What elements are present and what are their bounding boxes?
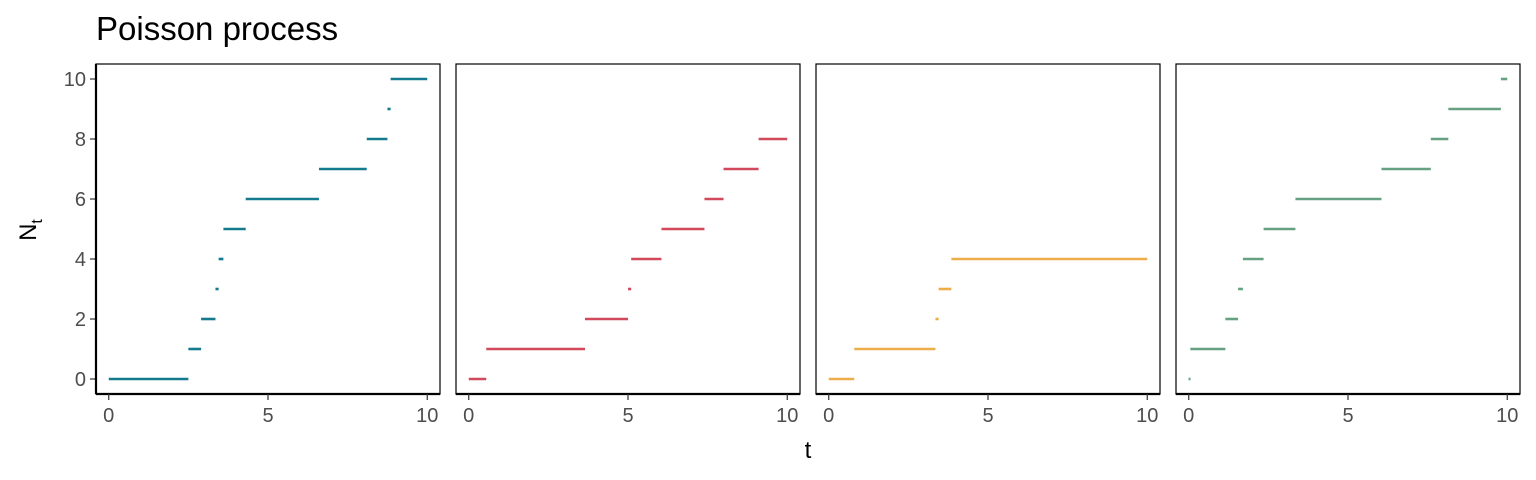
panel-border xyxy=(1175,63,1521,395)
panel-border xyxy=(455,63,801,395)
y-tick-label: 0 xyxy=(75,369,86,391)
panel-border xyxy=(815,63,1161,395)
x-tick-label: 5 xyxy=(262,405,273,427)
y-axis-title: Nt xyxy=(15,219,46,241)
x-tick-label: 10 xyxy=(1496,405,1518,427)
x-axis-title: t xyxy=(805,437,812,464)
panel-border xyxy=(95,63,441,395)
chart-title: Poisson process xyxy=(96,10,339,47)
y-tick-label: 10 xyxy=(64,69,86,91)
panel-2: 0 5 10 xyxy=(455,63,801,427)
y-tick-label: 2 xyxy=(75,309,86,331)
y-tick-label: 6 xyxy=(75,189,86,211)
x-tick-label: 10 xyxy=(776,405,798,427)
x-tick-label: 5 xyxy=(622,405,633,427)
panel-3: 0 5 10 xyxy=(815,63,1161,427)
panel-1: 0 5 10 xyxy=(94,63,441,427)
x-tick-label: 10 xyxy=(1136,405,1158,427)
y-tick-label: 8 xyxy=(75,129,86,151)
x-tick-label: 0 xyxy=(1183,405,1194,427)
x-tick-label: 10 xyxy=(416,405,438,427)
panel-4: 0 5 10 xyxy=(1175,63,1521,427)
y-axis-title-main: N xyxy=(15,224,42,241)
x-tick-label: 0 xyxy=(463,405,474,427)
y-tick-label: 4 xyxy=(75,249,86,271)
x-tick-label: 0 xyxy=(823,405,834,427)
x-tick-label: 5 xyxy=(1342,405,1353,427)
x-tick-label: 0 xyxy=(103,405,114,427)
x-tick-label: 5 xyxy=(982,405,993,427)
y-axis-title-subscript: t xyxy=(29,219,46,224)
